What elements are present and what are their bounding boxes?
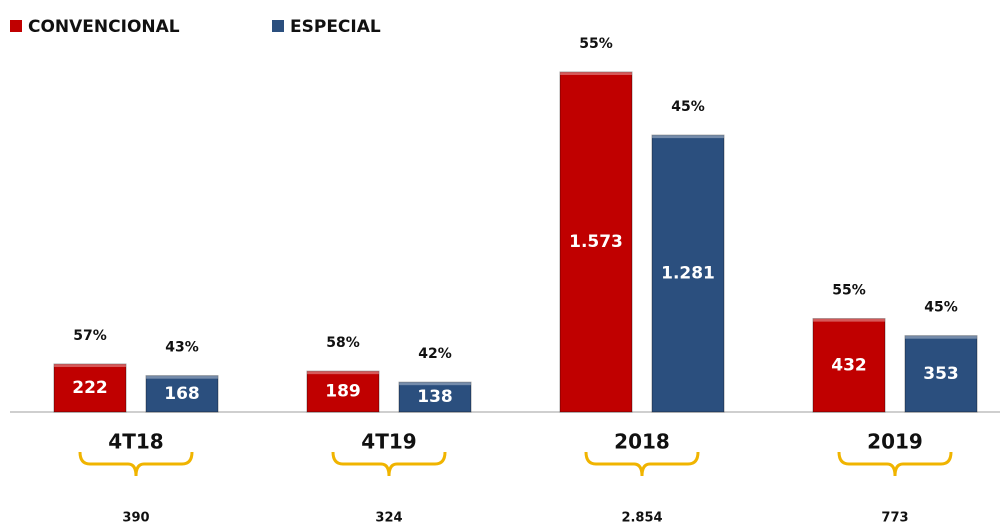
legend-label: ESPECIAL (290, 17, 381, 37)
brace (584, 451, 700, 477)
bar-highlight (54, 364, 126, 368)
value-label: 353 (923, 364, 959, 384)
value-label: 1.573 (569, 232, 623, 252)
bar-highlight (307, 371, 379, 375)
category-label: 2019 (867, 430, 923, 454)
legend-label: CONVENCIONAL (28, 17, 180, 37)
total-label: 2.854 (621, 511, 662, 526)
share-label: 55% (832, 283, 866, 299)
value-label: 168 (164, 384, 200, 404)
bar (53, 363, 127, 413)
bar-highlight (813, 318, 885, 322)
share-label: 45% (671, 99, 705, 115)
value-label: 189 (325, 382, 361, 402)
bar (145, 375, 219, 413)
bar (306, 370, 380, 413)
bar-highlight (399, 382, 471, 386)
bar (398, 381, 472, 413)
brace (331, 451, 447, 477)
bar-highlight (652, 135, 724, 139)
share-label: 43% (165, 340, 199, 356)
total-label: 324 (375, 511, 402, 526)
value-label: 432 (831, 355, 867, 375)
value-label: 138 (417, 387, 453, 407)
total-label: 390 (122, 511, 149, 526)
share-label: 45% (924, 300, 958, 316)
value-label: 1.281 (661, 264, 715, 284)
brace (78, 451, 194, 477)
bar (812, 318, 886, 413)
brace (837, 451, 953, 477)
legend-swatch (10, 20, 22, 32)
bar-highlight (560, 72, 632, 75)
share-label: 42% (418, 346, 452, 362)
bar (559, 71, 633, 413)
value-label: 222 (72, 378, 108, 398)
bar-highlight (146, 375, 218, 379)
share-label: 55% (579, 36, 613, 52)
share-label: 58% (326, 335, 360, 351)
bar-highlight (905, 335, 977, 339)
bar (651, 134, 725, 413)
category-label: 2018 (614, 430, 670, 454)
share-label: 57% (73, 328, 107, 344)
legend-swatch (272, 20, 284, 32)
category-label: 4T18 (108, 430, 163, 454)
total-label: 773 (881, 511, 908, 526)
bar (904, 335, 978, 413)
category-label: 4T19 (361, 430, 416, 454)
